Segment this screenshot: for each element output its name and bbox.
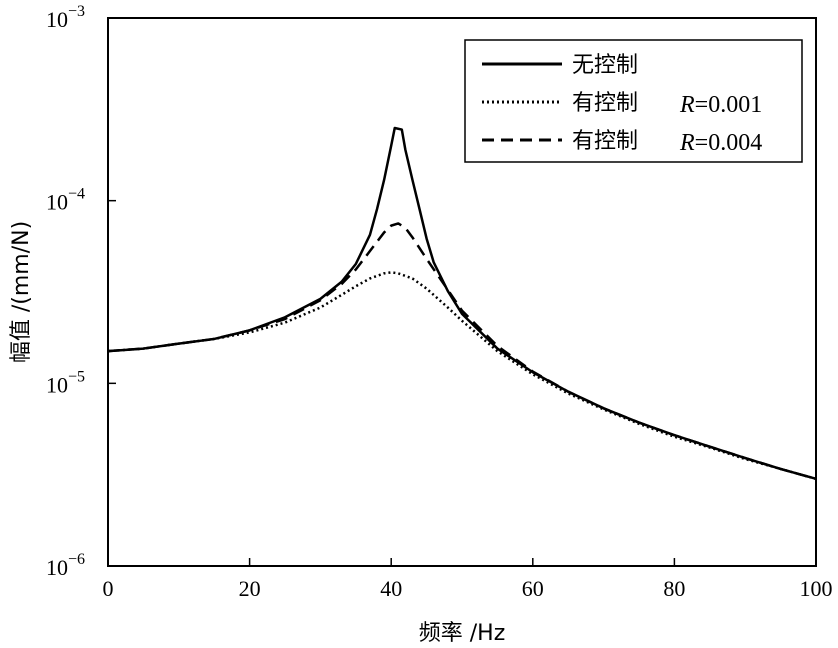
y-axis-title: 幅值 /(mm/N) [9, 221, 34, 363]
legend-label-0: 无控制 [572, 53, 638, 78]
x-tick-label: 100 [800, 576, 833, 601]
y-tick-label: 10−6 [46, 551, 85, 580]
y-axis-ticks: 10−6 10−5 10−4 10−3 [46, 3, 116, 580]
legend-r-value-1: 0.001 [708, 92, 762, 118]
legend-r-value-2: 0.004 [708, 130, 762, 156]
y-tick-label: 10−3 [46, 3, 85, 32]
legend-label-1: 有控制 [572, 91, 638, 116]
x-tick-label: 40 [380, 576, 402, 601]
series-line-dashed [107, 222, 817, 481]
legend-box [464, 39, 803, 163]
legend: 无控制 有控制 R=0.001 有控制 R=0.004 [464, 39, 803, 163]
y-tick-label: 10−4 [46, 186, 85, 215]
y-tick-label: 10−5 [46, 368, 85, 397]
plot-frame [107, 17, 817, 567]
x-tick-label: 60 [522, 576, 544, 601]
x-axis-title: 频率 /Hz [419, 621, 506, 646]
legend-label-2: 有控制 [572, 129, 638, 154]
x-tick-label: 80 [663, 576, 685, 601]
legend-r-2: R=0.004 [679, 130, 762, 156]
series-line-solid [107, 126, 817, 481]
x-tick-label: 20 [239, 576, 261, 601]
series-group [107, 126, 817, 481]
x-axis-ticks: 0 20 40 60 80 100 [103, 558, 833, 601]
series-line-dotted [107, 271, 817, 481]
legend-r-1: R=0.001 [679, 92, 762, 118]
x-tick-label: 0 [103, 576, 114, 601]
